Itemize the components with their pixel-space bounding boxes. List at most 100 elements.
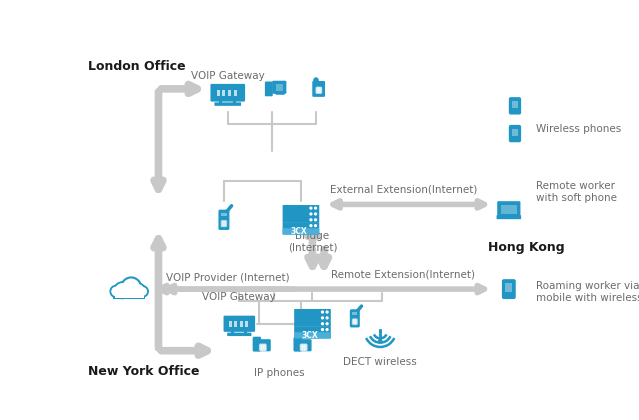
Circle shape: [355, 319, 357, 321]
Circle shape: [314, 207, 316, 209]
Text: Hong Kong: Hong Kong: [488, 241, 565, 255]
Circle shape: [225, 225, 227, 226]
FancyBboxPatch shape: [294, 315, 331, 321]
Circle shape: [310, 207, 312, 209]
FancyBboxPatch shape: [509, 125, 521, 142]
FancyBboxPatch shape: [294, 332, 331, 339]
Circle shape: [137, 286, 148, 297]
FancyBboxPatch shape: [509, 97, 521, 115]
Circle shape: [130, 283, 145, 298]
Bar: [219, 100, 222, 103]
FancyBboxPatch shape: [282, 217, 320, 223]
FancyBboxPatch shape: [294, 321, 331, 327]
Circle shape: [132, 285, 144, 296]
Text: London Office: London Office: [88, 60, 185, 73]
Bar: [235, 321, 237, 326]
FancyBboxPatch shape: [512, 101, 518, 108]
FancyBboxPatch shape: [224, 316, 255, 332]
Circle shape: [264, 349, 266, 351]
Circle shape: [320, 89, 321, 91]
Circle shape: [326, 334, 328, 336]
Circle shape: [221, 220, 223, 223]
Text: Roaming worker via
mobile with wireless: Roaming worker via mobile with wireless: [535, 281, 639, 303]
Circle shape: [310, 231, 312, 232]
FancyBboxPatch shape: [502, 279, 516, 299]
FancyBboxPatch shape: [497, 201, 520, 217]
FancyBboxPatch shape: [352, 312, 357, 315]
Circle shape: [326, 323, 328, 325]
Text: DECT wireless: DECT wireless: [343, 357, 417, 367]
Circle shape: [314, 219, 316, 221]
Circle shape: [310, 213, 312, 215]
FancyBboxPatch shape: [215, 102, 241, 106]
FancyBboxPatch shape: [294, 309, 331, 315]
Circle shape: [352, 323, 354, 324]
Circle shape: [326, 311, 328, 313]
Circle shape: [121, 277, 141, 297]
Circle shape: [320, 91, 321, 93]
Bar: [222, 89, 226, 96]
Circle shape: [354, 319, 356, 321]
Text: New York Office: New York Office: [88, 365, 199, 378]
Bar: [229, 321, 232, 326]
FancyBboxPatch shape: [294, 326, 331, 333]
Circle shape: [379, 339, 381, 342]
Circle shape: [321, 311, 323, 313]
FancyBboxPatch shape: [275, 92, 284, 95]
FancyBboxPatch shape: [294, 332, 331, 339]
Bar: [233, 100, 236, 103]
Circle shape: [112, 287, 120, 296]
Circle shape: [314, 231, 316, 232]
Circle shape: [318, 87, 320, 89]
Circle shape: [321, 317, 323, 319]
Circle shape: [352, 321, 354, 323]
FancyBboxPatch shape: [282, 223, 320, 229]
Circle shape: [221, 223, 223, 225]
Circle shape: [262, 349, 264, 351]
Text: IP phones: IP phones: [254, 368, 305, 378]
Circle shape: [139, 288, 146, 295]
FancyBboxPatch shape: [275, 84, 283, 91]
Circle shape: [259, 344, 262, 346]
Circle shape: [318, 91, 320, 93]
FancyBboxPatch shape: [350, 309, 360, 328]
Circle shape: [321, 323, 323, 325]
Text: Remote worker
with soft phone: Remote worker with soft phone: [535, 181, 617, 203]
FancyBboxPatch shape: [221, 213, 227, 216]
FancyBboxPatch shape: [113, 292, 146, 299]
Circle shape: [320, 87, 321, 89]
Circle shape: [114, 282, 130, 299]
Circle shape: [223, 223, 225, 225]
FancyBboxPatch shape: [219, 210, 229, 230]
Circle shape: [318, 89, 320, 91]
Text: 3CX: 3CX: [290, 227, 307, 236]
Text: External Extension(Internet): External Extension(Internet): [330, 184, 477, 194]
Bar: [231, 331, 235, 334]
FancyBboxPatch shape: [282, 228, 320, 235]
Bar: [245, 321, 248, 326]
Circle shape: [310, 225, 312, 226]
Circle shape: [314, 213, 316, 215]
FancyBboxPatch shape: [227, 333, 251, 336]
Circle shape: [355, 321, 357, 323]
FancyBboxPatch shape: [252, 337, 261, 352]
Circle shape: [300, 344, 303, 346]
Text: VOIP Gateway: VOIP Gateway: [191, 71, 265, 81]
FancyBboxPatch shape: [512, 129, 518, 136]
Circle shape: [225, 223, 227, 225]
Circle shape: [355, 323, 357, 324]
Circle shape: [305, 344, 307, 346]
Circle shape: [316, 91, 318, 93]
Text: Bridge
(Internet): Bridge (Internet): [288, 231, 337, 253]
Text: 3CX: 3CX: [302, 331, 318, 340]
FancyBboxPatch shape: [282, 205, 320, 211]
Bar: [234, 89, 237, 96]
Circle shape: [354, 321, 356, 323]
Circle shape: [316, 89, 318, 91]
FancyBboxPatch shape: [501, 205, 517, 214]
FancyBboxPatch shape: [497, 215, 521, 219]
FancyBboxPatch shape: [114, 293, 144, 298]
Circle shape: [225, 220, 227, 223]
Circle shape: [259, 346, 262, 349]
Circle shape: [262, 346, 264, 349]
